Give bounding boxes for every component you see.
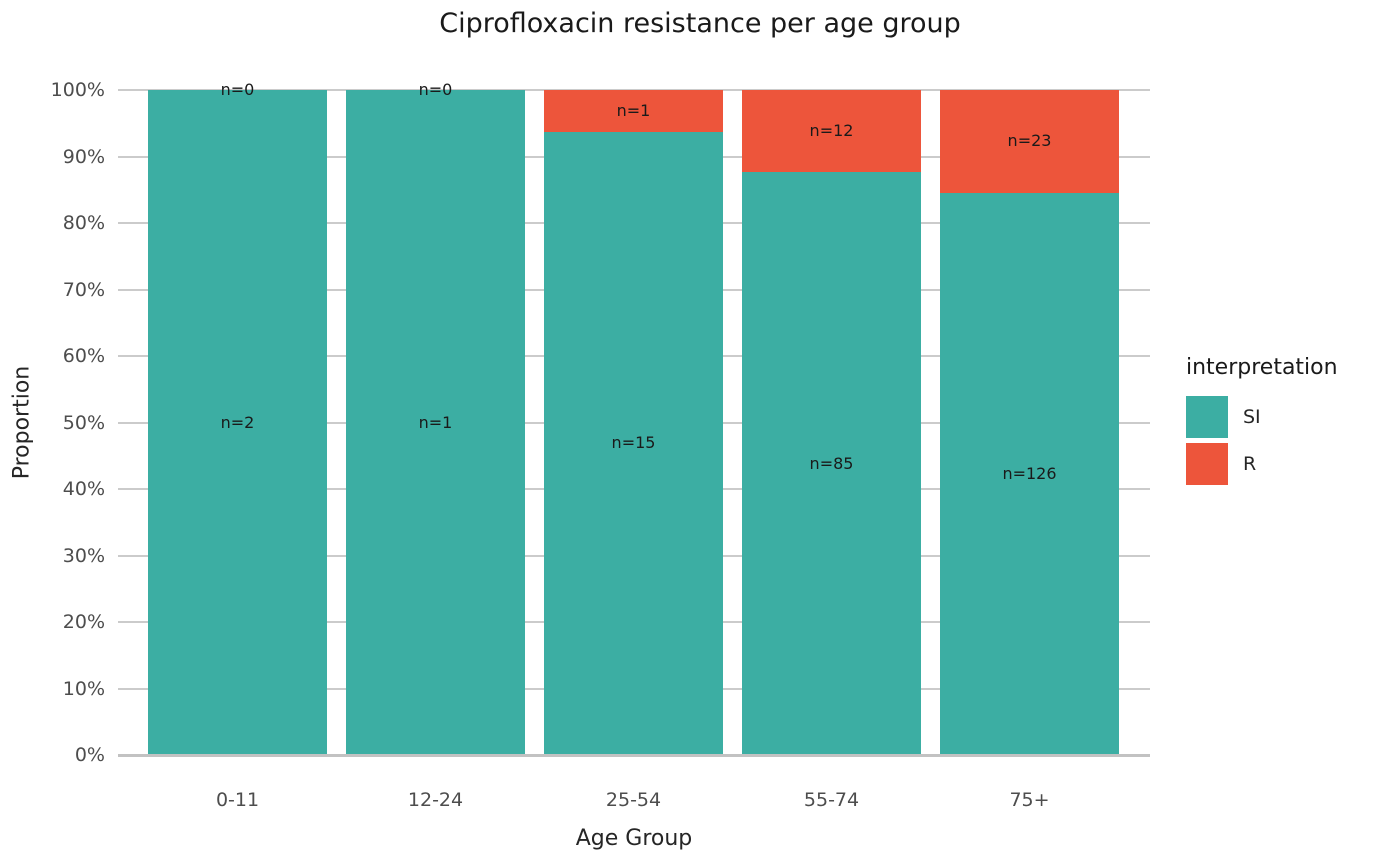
segment-si (544, 131, 723, 755)
bar-25-54: n=1 n=15 (544, 90, 723, 755)
si-color-swatch (1186, 396, 1228, 438)
segment-si (742, 172, 921, 755)
y-tick-label: 20% (62, 611, 105, 633)
y-tick-label: 0% (74, 744, 105, 766)
bar-55-74: n=12 n=85 (742, 90, 921, 755)
segment-r (940, 90, 1119, 193)
x-tick-label-75+: 75+ (1009, 789, 1050, 811)
x-tick-label-0-11: 0-11 (215, 789, 260, 811)
segment-r (742, 90, 921, 173)
y-tick-label: 60% (62, 345, 105, 367)
r-color-swatch (1186, 443, 1228, 485)
x-axis-title: Age Group (575, 826, 693, 851)
segment-si (346, 90, 525, 755)
y-tick-label: 90% (62, 145, 105, 168)
segment-si (940, 192, 1119, 755)
y-tick-label: 50% (62, 411, 105, 434)
count-label-si: n=1 (418, 412, 453, 432)
legend-title: interpretation (1186, 355, 1338, 380)
count-label-r: n=0 (220, 80, 255, 99)
legend: interpretation SI R (1186, 355, 1338, 490)
y-tick-label: 30% (62, 544, 105, 567)
count-label-r: n=0 (418, 80, 453, 99)
count-label-r: n=12 (809, 121, 854, 141)
y-tick-label: 100% (50, 79, 105, 101)
y-tick-label: 10% (62, 677, 105, 700)
legend-label-r: R (1243, 453, 1257, 475)
x-tick-label-55-74: 55-74 (803, 789, 860, 811)
count-label-r: n=1 (616, 100, 651, 120)
y-tick-label: 80% (62, 212, 105, 234)
bar-12-24: n=0 n=1 (346, 80, 525, 755)
segment-r (544, 90, 723, 132)
segment-si (148, 90, 327, 755)
chart-title: Ciprofloxacin resistance per age group (439, 8, 961, 39)
gridline-0% (118, 754, 1150, 757)
count-label-si: n=85 (809, 453, 854, 473)
count-label-r: n=23 (1007, 131, 1052, 151)
count-label-si: n=15 (611, 433, 656, 453)
legend-item-si: SI (1186, 396, 1338, 438)
count-label-si: n=2 (220, 412, 255, 432)
bar-0-11: n=0 n=2 (148, 80, 327, 755)
x-tick-label-12-24: 12-24 (407, 789, 464, 811)
count-label-si: n=126 (1002, 463, 1057, 483)
y-tick-label: 40% (62, 478, 105, 500)
legend-item-r: R (1186, 443, 1338, 485)
legend-label-si: SI (1243, 406, 1261, 428)
x-tick-label-25-54: 25-54 (605, 789, 662, 811)
bar-75+: n=23 n=126 (940, 90, 1119, 755)
y-tick-label: 70% (62, 278, 105, 301)
plot-panel: n=0 n=2 n=0 n=1 n=1 n=15 n=12 n=85 n=23 n=126 (118, 80, 1150, 757)
